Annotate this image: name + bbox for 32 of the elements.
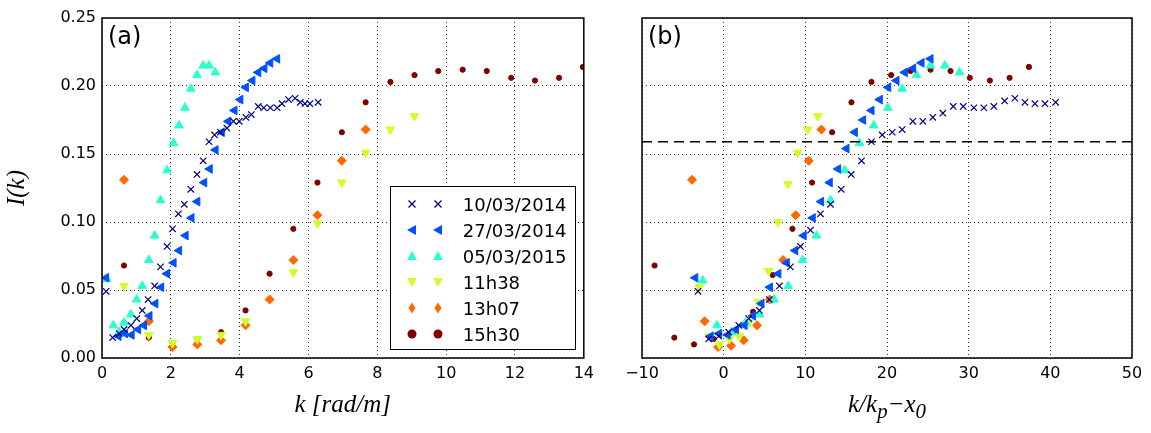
y-tick-label: 0.20	[60, 75, 96, 95]
annotation: (a)	[108, 22, 142, 51]
y-axis-title: I(k)	[2, 169, 30, 207]
x-tick-label: 14	[573, 362, 594, 382]
legend-label: 10/03/2014	[462, 193, 567, 215]
y-tick-label: 0.15	[60, 143, 96, 163]
legend-label: 13h07	[462, 297, 521, 319]
x-tick-label: 2	[165, 362, 176, 382]
x-tick-label: 30	[958, 362, 979, 382]
x-tick-label: 6	[303, 362, 314, 382]
legend-label: 11h38	[462, 271, 521, 293]
y-tick-label: 0.25	[60, 7, 96, 27]
y-tick-label: 0.05	[60, 279, 96, 299]
x-tick-label: 0	[96, 362, 108, 382]
legend-label: 15h30	[462, 323, 521, 345]
y-tick-label: 0.00	[60, 347, 96, 367]
x-tick-label: 10	[435, 362, 457, 382]
x-tick-label: 4	[234, 362, 245, 382]
x-tick-label: 50	[1121, 362, 1143, 382]
legend-label: 05/03/2015	[462, 245, 567, 267]
x-tick-label: 10	[795, 362, 816, 382]
annotation: (b)	[648, 22, 682, 51]
x-axis-title: k [rad/m]	[294, 390, 391, 417]
x-tick-label: 20	[876, 362, 898, 382]
x-tick-label: 0	[718, 362, 729, 382]
legend-label: 27/03/2014	[462, 219, 567, 241]
x-tick-label: −10	[625, 362, 659, 382]
x-tick-label: 40	[1040, 362, 1061, 382]
x-tick-label: 8	[372, 362, 383, 382]
x-tick-label: 12	[504, 362, 526, 382]
y-tick-label: 0.10	[60, 211, 96, 231]
x-axis-title: k/k$_{p}$−x$_{0}$	[848, 390, 926, 423]
